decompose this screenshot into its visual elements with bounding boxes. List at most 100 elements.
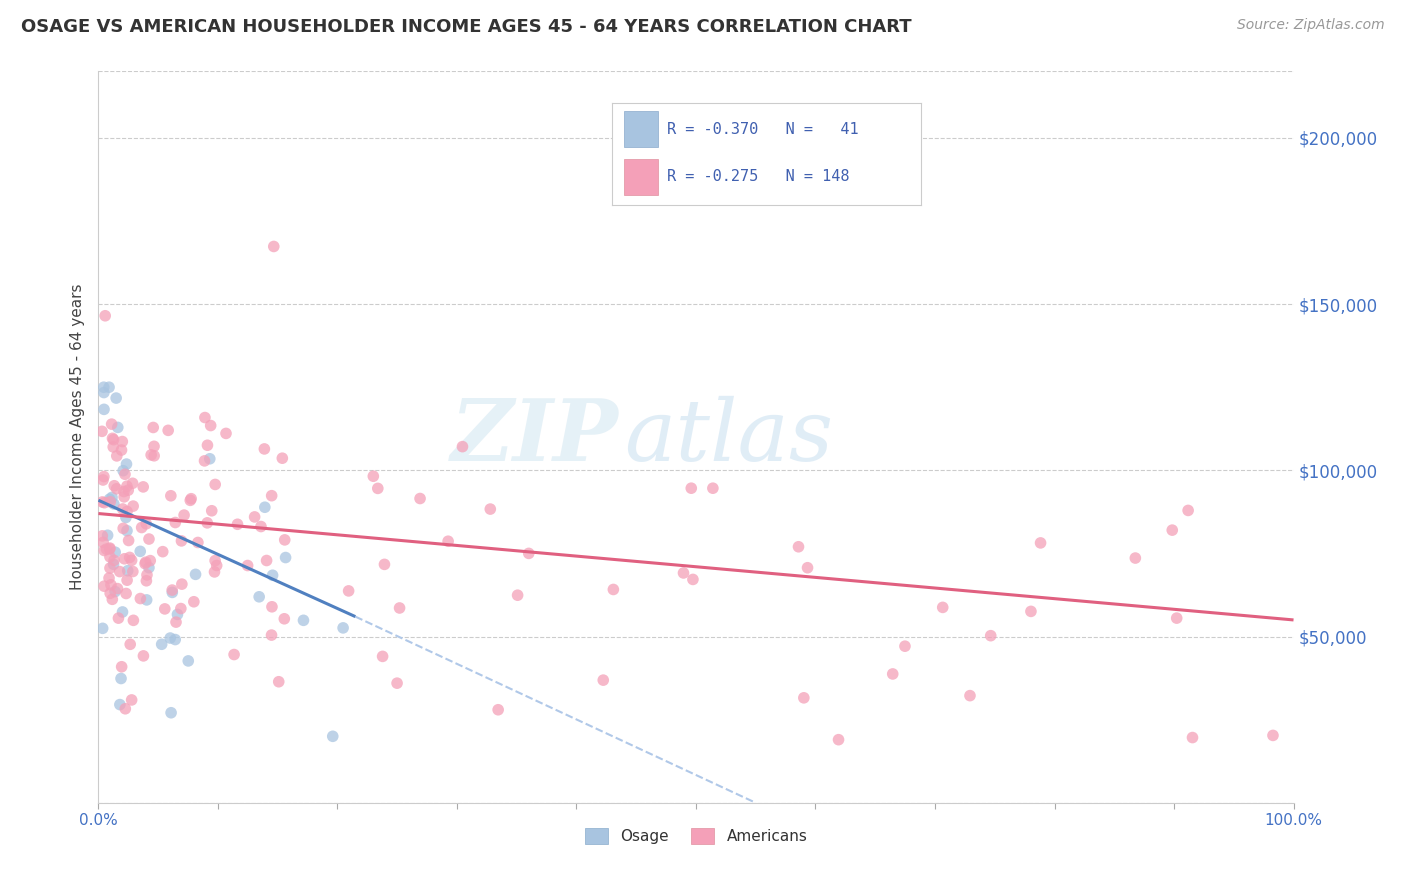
Point <box>110 443 132 458</box>
Y-axis label: Householder Income Ages 45 - 64 years: Householder Income Ages 45 - 64 years <box>70 284 86 591</box>
Point <box>260 489 283 503</box>
Point <box>100 578 122 592</box>
Point <box>91 473 114 487</box>
Text: R = -0.275   N = 148: R = -0.275 N = 148 <box>668 169 849 184</box>
Point <box>117 564 139 578</box>
Point <box>479 502 502 516</box>
Point <box>274 533 297 547</box>
Point <box>93 385 115 400</box>
Point <box>108 698 131 712</box>
Point <box>1177 503 1199 517</box>
Point <box>114 551 136 566</box>
Text: ZIP: ZIP <box>450 395 619 479</box>
Point <box>159 631 181 645</box>
Point <box>194 410 217 425</box>
Point <box>332 621 354 635</box>
Point <box>236 558 259 573</box>
Point <box>115 586 138 600</box>
Point <box>363 469 385 483</box>
FancyBboxPatch shape <box>624 159 658 194</box>
Point <box>388 601 411 615</box>
Point <box>114 702 136 716</box>
Point <box>143 439 166 453</box>
Point <box>787 540 810 554</box>
Point <box>105 391 128 405</box>
Point <box>681 481 703 495</box>
Point <box>506 588 529 602</box>
Point <box>96 542 118 557</box>
Point <box>1181 731 1204 745</box>
Point <box>98 541 121 555</box>
Point <box>94 309 117 323</box>
Point <box>98 541 121 556</box>
Point <box>180 491 202 506</box>
Point <box>135 574 157 588</box>
Point <box>204 565 226 579</box>
Point <box>98 561 121 575</box>
Point <box>162 585 184 599</box>
Point <box>256 553 278 567</box>
Point <box>793 690 815 705</box>
Point <box>292 613 315 627</box>
Text: Source: ZipAtlas.com: Source: ZipAtlas.com <box>1237 18 1385 32</box>
Point <box>1123 551 1146 566</box>
Point <box>173 508 195 522</box>
Point <box>179 493 201 508</box>
Point <box>262 568 284 582</box>
Point <box>103 553 125 567</box>
Point <box>111 605 134 619</box>
Point <box>271 451 294 466</box>
Point <box>177 654 200 668</box>
Point <box>263 239 285 253</box>
Point <box>111 502 134 516</box>
Point <box>114 467 136 482</box>
Point <box>115 457 138 471</box>
Point <box>101 431 124 445</box>
Point <box>98 586 121 600</box>
Legend: Osage, Americans: Osage, Americans <box>578 822 814 850</box>
Point <box>122 613 145 627</box>
Point <box>121 553 143 567</box>
Point <box>135 555 157 569</box>
Point <box>136 568 159 582</box>
Point <box>592 673 614 687</box>
Point <box>602 582 624 597</box>
Point <box>253 442 276 456</box>
Point <box>274 550 297 565</box>
Point <box>134 557 156 571</box>
Point <box>91 535 114 549</box>
Point <box>165 632 187 647</box>
Point <box>103 497 125 511</box>
Point <box>260 628 283 642</box>
Point <box>115 510 138 524</box>
Point <box>195 516 218 530</box>
Point <box>103 479 125 493</box>
Point <box>931 600 953 615</box>
Point <box>1166 611 1188 625</box>
Point <box>98 492 121 507</box>
Point <box>107 582 129 596</box>
Point <box>385 676 408 690</box>
Point <box>105 449 128 463</box>
Point <box>273 612 295 626</box>
Point <box>153 602 176 616</box>
Point <box>187 535 209 549</box>
Text: OSAGE VS AMERICAN HOUSEHOLDER INCOME AGES 45 - 64 YEARS CORRELATION CHART: OSAGE VS AMERICAN HOUSEHOLDER INCOME AGE… <box>21 18 911 36</box>
Point <box>243 510 266 524</box>
Point <box>682 573 704 587</box>
Point <box>1029 536 1052 550</box>
Point <box>882 667 904 681</box>
Point <box>121 476 143 491</box>
Point <box>197 438 219 452</box>
Point <box>165 615 187 629</box>
Point <box>104 584 127 599</box>
Point <box>93 402 115 417</box>
Point <box>1261 728 1284 742</box>
Point <box>894 639 917 653</box>
Point <box>93 380 115 394</box>
Point <box>112 521 135 535</box>
Point <box>139 553 162 567</box>
Point <box>117 533 139 548</box>
Point <box>91 425 114 439</box>
Point <box>170 601 193 615</box>
